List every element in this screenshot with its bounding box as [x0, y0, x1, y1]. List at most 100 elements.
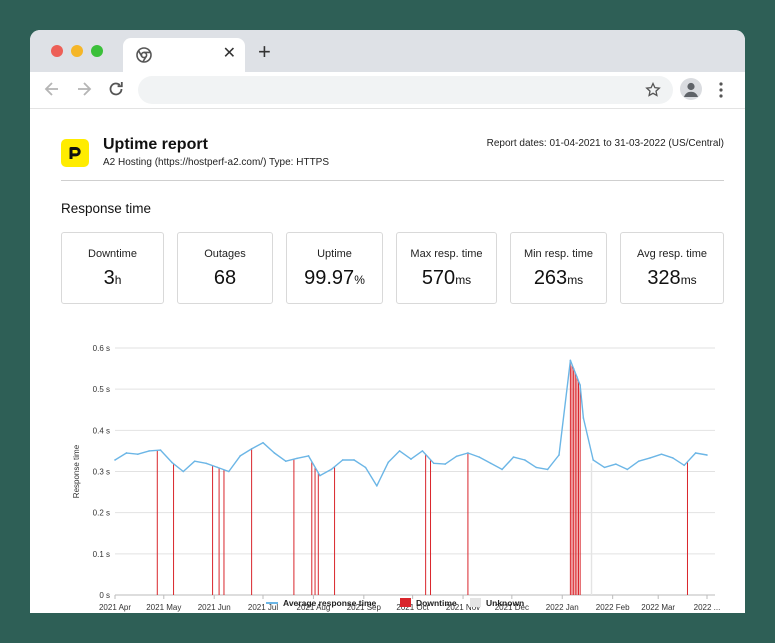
data-point — [579, 384, 581, 386]
stat-value: 3h — [103, 267, 122, 289]
stat-label: Avg resp. time — [636, 248, 708, 260]
y-tick-label: 0.1 s — [93, 550, 110, 559]
header-divider — [61, 180, 724, 181]
stat-value: 570ms — [421, 267, 472, 289]
back-arrow-icon[interactable] — [42, 79, 62, 99]
data-point — [376, 485, 378, 487]
legend-label: Average response time — [283, 597, 377, 608]
unknown-bar — [590, 463, 593, 595]
minimize-window-dot[interactable] — [71, 45, 83, 57]
legend-label: Downtime — [416, 597, 457, 608]
stat-card-max-resp: Max resp. time 570ms — [396, 232, 497, 304]
stat-value: 328ms — [647, 267, 697, 289]
kebab-menu-icon[interactable] — [718, 81, 724, 99]
reload-icon[interactable] — [106, 79, 126, 99]
data-point — [148, 450, 150, 452]
data-point — [512, 456, 515, 458]
data-point — [296, 457, 298, 460]
browser-titlebar: ✕ + — [30, 30, 745, 72]
data-point — [455, 455, 458, 458]
x-tick-label: 2022 Feb — [596, 603, 630, 612]
stat-label: Outages — [204, 248, 246, 260]
data-point — [467, 452, 469, 454]
y-tick-label: 0.2 s — [93, 509, 110, 518]
data-point — [262, 441, 264, 444]
data-point — [603, 466, 606, 469]
browser-tab[interactable]: ✕ — [123, 38, 245, 72]
data-point — [319, 474, 321, 477]
data-point — [672, 457, 674, 459]
address-bar[interactable] — [138, 76, 673, 104]
stat-label: Min resp. time — [523, 248, 594, 260]
y-tick-label: 0.5 s — [93, 385, 110, 394]
data-point — [572, 367, 575, 370]
y-tick-label: 0 s — [99, 591, 110, 600]
data-point — [353, 459, 355, 461]
data-point — [250, 448, 253, 450]
new-tab-button[interactable]: + — [258, 39, 271, 64]
stat-value: 99.97% — [304, 267, 365, 289]
data-point — [432, 462, 435, 465]
browser-window: ✕ + — [30, 30, 745, 613]
x-tick-label: 2021 Nov — [446, 603, 480, 612]
report-subtitle: A2 Hosting (https://hostperf-a2.com/) Ty… — [103, 157, 330, 168]
report-title: Uptime report — [103, 136, 208, 153]
zoom-window-dot[interactable] — [91, 45, 103, 57]
data-point — [546, 468, 549, 471]
x-tick-label: 2021 Jun — [198, 603, 231, 612]
data-point — [273, 452, 276, 454]
stat-card-uptime: Uptime 99.97% — [286, 232, 383, 304]
forward-arrow-icon[interactable] — [74, 79, 94, 99]
data-point — [444, 463, 446, 465]
x-tick-label: 2021 Apr — [99, 603, 131, 612]
stat-label: Uptime — [317, 248, 352, 260]
data-point — [410, 458, 412, 460]
data-point — [239, 455, 242, 457]
data-point — [205, 462, 207, 465]
legend-box-swatch — [400, 598, 411, 608]
response-time-line — [114, 359, 708, 487]
stat-card-downtime: Downtime 3h — [61, 232, 164, 304]
data-point — [125, 452, 128, 454]
data-point — [216, 466, 219, 469]
stat-label: Downtime — [88, 248, 137, 260]
report-dates: Report dates: 01-04-2021 to 31-03-2022 (… — [486, 138, 724, 149]
tab-close-button[interactable]: ✕ — [222, 45, 236, 62]
stat-card-min-resp: Min resp. time 263ms — [510, 232, 607, 304]
bookmark-star-icon[interactable] — [645, 82, 661, 98]
data-point — [398, 450, 401, 452]
profile-avatar-icon[interactable] — [680, 78, 702, 100]
data-point — [524, 459, 526, 461]
y-tick-label: 0.3 s — [93, 468, 110, 477]
legend-item[interactable]: Average response time — [266, 597, 376, 608]
chrome-icon — [136, 47, 152, 63]
data-point — [307, 455, 310, 457]
legend-line-swatch — [266, 601, 278, 604]
close-window-dot[interactable] — [51, 45, 63, 57]
data-point — [171, 461, 173, 464]
data-point — [387, 461, 390, 464]
data-point — [660, 453, 663, 456]
data-point — [193, 460, 196, 463]
response-time-chart: 0 s 0.1 s 0.2 s 0.3 s 0.4 s 0.5 s 0.6 s Respons… — [72, 344, 720, 612]
data-point — [228, 470, 230, 473]
data-point — [364, 466, 367, 469]
data-point — [649, 457, 651, 459]
stat-card-avg-resp: Avg resp. time 328ms — [620, 232, 724, 304]
x-tick-label: 2021 Aug — [297, 603, 331, 612]
stat-label: Max resp. time — [410, 248, 483, 260]
data-point — [489, 462, 492, 465]
legend-item[interactable]: Unknown — [470, 597, 524, 608]
legend-item[interactable]: Downtime — [400, 597, 457, 608]
x-tick-label: 2021 Jul — [248, 603, 278, 612]
data-point — [582, 417, 585, 419]
y-tick-label: 0.4 s — [93, 426, 110, 435]
data-point — [558, 454, 560, 456]
data-point — [592, 459, 594, 461]
x-tick-label: 2022 Mar — [641, 603, 675, 612]
section-title: Response time — [61, 201, 152, 216]
stat-card-outages: Outages 68 — [177, 232, 273, 304]
data-point — [341, 459, 344, 461]
data-point — [114, 459, 116, 461]
data-point — [706, 454, 708, 456]
